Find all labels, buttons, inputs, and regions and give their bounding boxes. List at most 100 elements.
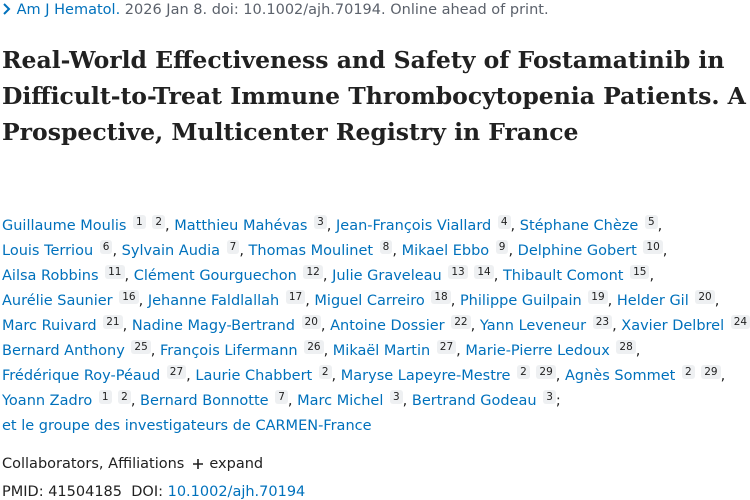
separator: , [138,293,144,309]
affiliation-number[interactable]: 2 [152,215,166,229]
author-name[interactable]: Yann Leveneur [479,318,587,334]
author: Jehanne Faldlallah 17, [147,290,310,309]
author-name[interactable]: Guillaume Moulis [2,218,127,234]
author-name[interactable]: Clément Gourguechon [133,268,297,284]
author-line: Yoann Zadro 1 2, Bernard Bonnotte 7, Mar… [2,389,750,414]
author-name[interactable]: Agnès Sommet [564,368,676,384]
author-name[interactable]: Antoine Dossier [330,318,445,334]
group-author[interactable]: et le groupe des investigateurs de CARME… [2,418,372,434]
author: Delphine Gobert 10, [517,240,668,259]
journal-link[interactable]: Am J Hematol. [16,2,121,18]
affiliation-number[interactable]: 21 [103,315,123,329]
affiliation-number[interactable]: 7 [275,390,288,404]
author-name[interactable]: Matthieu Mahévas [174,218,308,234]
affiliation-number[interactable]: 28 [616,340,636,354]
author: Yoann Zadro 1 2, [2,390,135,409]
affiliation-number[interactable]: 1 [98,390,112,404]
affiliation-number[interactable]: 2 [118,390,131,404]
author: Mikaël Martin 27, [332,340,461,359]
author-name[interactable]: Xavier Delbrel [621,318,725,334]
affiliation-number[interactable]: 29 [701,365,721,379]
affiliation-number[interactable]: 27 [166,365,187,379]
affiliation-number[interactable]: 3 [389,390,403,404]
affiliation-number[interactable]: 2 [517,365,530,379]
author-name[interactable]: Miguel Carreiro [314,293,425,309]
author-name[interactable]: Aurélie Saunier [2,293,113,309]
affiliation-number[interactable]: 3 [543,390,556,404]
author-name[interactable]: Mikael Ebbo [401,243,490,259]
separator: , [186,368,191,384]
author-name[interactable]: Bertrand Godeau [411,393,537,409]
affiliation-number[interactable]: 24 [730,315,750,329]
affiliation-number[interactable]: 22 [451,315,471,329]
author-name[interactable]: Laurie Chabbert [195,368,313,384]
author-name[interactable]: Marie-Pierre Ledoux [465,343,610,359]
author-name[interactable]: Philippe Guilpain [459,293,582,309]
author-name[interactable]: Thibault Comont [502,268,624,284]
affiliation-number[interactable]: 13 [448,265,468,279]
author-name[interactable]: Thomas Moulinet [248,243,374,259]
author: Marc Michel 3, [297,390,407,409]
affiliation-number[interactable]: 1 [133,215,146,229]
citation: Am J Hematol. 2026 Jan 8. doi: 10.1002/a… [2,2,549,18]
affiliation-number[interactable]: 17 [285,290,306,304]
affiliation-number[interactable]: 18 [431,290,451,304]
separator: , [239,243,244,259]
affiliation-number[interactable]: 5 [644,215,658,229]
affiliation-number[interactable]: 20 [695,290,715,304]
author-name[interactable]: Stéphane Chèze [519,218,639,234]
affiliation-number[interactable]: 19 [588,290,608,304]
affiliation-number[interactable]: 10 [643,240,663,254]
affiliation-number[interactable]: 4 [497,215,511,229]
chevron-icon [3,3,11,15]
affiliation-number[interactable]: 26 [304,340,324,354]
author-name[interactable]: François Lifermann [160,343,298,359]
author-name[interactable]: Maryse Lapeyre-Mestre [340,368,511,384]
separator: , [305,293,310,309]
expand-button[interactable]: expand [192,456,263,472]
author-name[interactable]: Nadine Magy-Bertrand [131,318,295,334]
author-name[interactable]: Yoann Zadro [2,393,93,409]
affiliation-number[interactable]: 16 [119,290,139,304]
author-name[interactable]: Delphine Gobert [517,243,637,259]
author-name[interactable]: Julie Graveleau [332,268,442,284]
affiliation-number[interactable]: 25 [131,340,151,354]
author: François Lifermann 26, [160,340,328,359]
author-name[interactable]: Bernard Bonnotte [140,393,269,409]
author-name[interactable]: Ailsa Robbins [2,268,99,284]
author: Antoine Dossier 22, [330,315,475,334]
affiliation-number[interactable]: 8 [379,240,393,254]
author-name[interactable]: Marc Michel [297,393,384,409]
separator: , [555,368,561,384]
affiliation-number[interactable]: 27 [436,340,457,354]
author-name[interactable]: Helder Gil [616,293,689,309]
separator: , [112,243,118,259]
affiliation-number[interactable]: 14 [474,265,494,279]
affiliation-number[interactable]: 15 [630,265,650,279]
affiliation-number[interactable]: 2 [318,365,332,379]
doi-link[interactable]: 10.1002/ajh.70194 [167,484,306,500]
affiliation-number[interactable]: 7 [226,240,240,254]
author-name[interactable]: Jehanne Faldlallah [147,293,280,309]
author: Clément Gourguechon 12, [133,265,327,284]
article-title: Real-World Effectiveness and Safety of F… [2,46,746,146]
author-name[interactable]: Frédérique Roy-Péaud [2,368,161,384]
affiliation-number[interactable]: 23 [592,315,613,329]
author-name[interactable]: Bernard Anthony [2,343,125,359]
pmid-label: PMID: [2,484,44,500]
affiliation-number[interactable]: 11 [105,265,125,279]
affiliation-number[interactable]: 12 [303,265,323,279]
separator: , [662,243,668,259]
affiliation-number[interactable]: 3 [314,215,327,229]
affiliation-number[interactable]: 6 [99,240,113,254]
author-name[interactable]: Marc Ruivard [2,318,97,334]
affiliation-number[interactable]: 29 [536,365,556,379]
separator: , [326,218,332,234]
affiliation-number[interactable]: 9 [495,240,509,254]
author-name[interactable]: Sylvain Audia [121,243,221,259]
affiliation-number[interactable]: 20 [301,315,321,329]
author-name[interactable]: Louis Terriou [2,243,94,259]
author-name[interactable]: Jean-François Viallard [336,218,492,234]
author-name[interactable]: Mikaël Martin [332,343,431,359]
affiliation-number[interactable]: 2 [681,365,695,379]
